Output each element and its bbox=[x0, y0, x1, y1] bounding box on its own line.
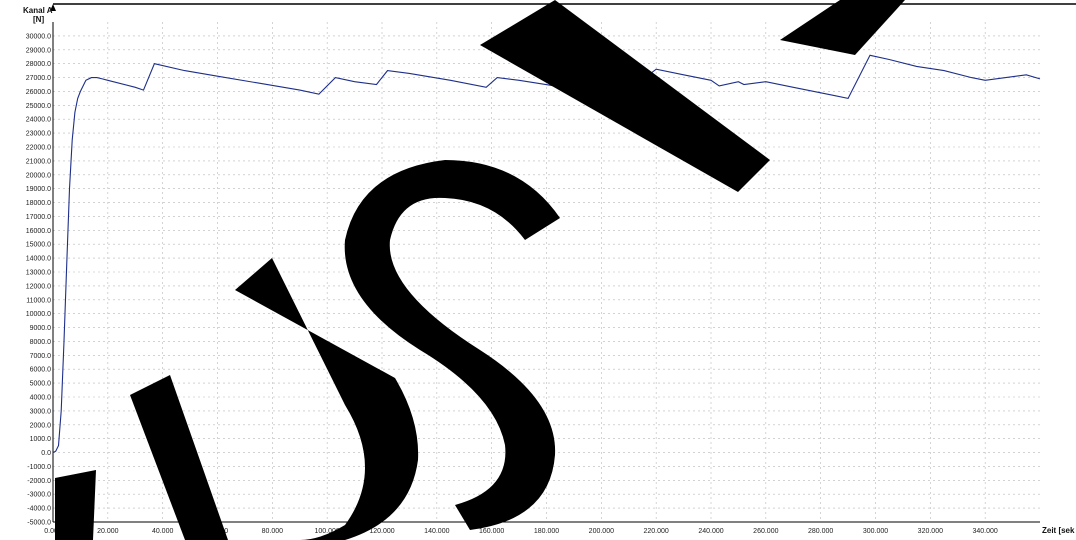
watermark-stroke bbox=[780, 0, 905, 55]
y-tick-label: 14000.0 bbox=[26, 256, 51, 263]
x-tick-label: 0.000 bbox=[44, 528, 62, 535]
y-tick-label: 1000.0 bbox=[30, 436, 52, 443]
y-tick-label: 20000.0 bbox=[26, 172, 51, 179]
x-tick-label: 320.000 bbox=[918, 528, 943, 535]
y-tick-label: 6000.0 bbox=[30, 367, 52, 374]
x-tick-label: 280.000 bbox=[808, 528, 833, 535]
x-tick-label: 180.000 bbox=[534, 528, 559, 535]
x-tick-label: 260.000 bbox=[753, 528, 778, 535]
x-axis-title: Zeit [sek bbox=[1042, 526, 1075, 535]
y-tick-label: 18000.0 bbox=[26, 200, 51, 207]
y-tick-labels: 30000.0 29000.0 28000.0 27000.0 26000.0 25000… bbox=[26, 33, 51, 526]
watermark-overlay bbox=[55, 0, 905, 540]
y-tick-label: 9000.0 bbox=[30, 325, 52, 332]
y-tick-label: 12000.0 bbox=[26, 283, 51, 290]
x-tick-label: 20.000 bbox=[97, 528, 119, 535]
y-tick-label: 27000.0 bbox=[26, 75, 51, 82]
y-tick-label: 8000.0 bbox=[30, 339, 52, 346]
x-tick-label: 240.000 bbox=[698, 528, 723, 535]
y-tick-label: 5000.0 bbox=[30, 381, 52, 388]
y-axis-title: Kanal A bbox=[23, 6, 53, 15]
y-tick-label: 23000.0 bbox=[26, 131, 51, 138]
y-tick-label: 3000.0 bbox=[30, 408, 52, 415]
watermark-stroke bbox=[235, 258, 419, 540]
y-tick-label: 22000.0 bbox=[26, 145, 51, 152]
x-tick-label: 80.000 bbox=[262, 528, 284, 535]
y-tick-label: 29000.0 bbox=[26, 47, 51, 54]
y-tick-label: 19000.0 bbox=[26, 186, 51, 193]
y-axis-unit: [N] bbox=[33, 15, 44, 24]
x-tick-label: 220.000 bbox=[644, 528, 669, 535]
series-line bbox=[52, 54, 1041, 454]
y-tick-label: 13000.0 bbox=[26, 270, 51, 277]
y-tick-label: 30000.0 bbox=[26, 33, 51, 40]
y-tick-label: 15000.0 bbox=[26, 242, 51, 249]
watermark-stroke bbox=[480, 0, 770, 192]
y-tick-label: -4000.0 bbox=[27, 506, 51, 513]
watermark-stroke bbox=[344, 160, 560, 530]
y-tick-label: 2000.0 bbox=[30, 422, 52, 429]
x-tick-label: 300.000 bbox=[863, 528, 888, 535]
y-tick-label: 10000.0 bbox=[26, 311, 51, 318]
watermark-stroke bbox=[55, 470, 96, 540]
x-tick-label: 140.000 bbox=[424, 528, 449, 535]
y-tick-label: 17000.0 bbox=[26, 214, 51, 221]
x-tick-label: 200.000 bbox=[589, 528, 614, 535]
y-tick-label: 16000.0 bbox=[26, 228, 51, 235]
y-tick-label: 7000.0 bbox=[30, 353, 52, 360]
y-tick-label: 0.0 bbox=[41, 450, 51, 457]
y-tick-label: 11000.0 bbox=[26, 297, 51, 304]
series-group bbox=[52, 54, 1041, 454]
x-tick-label: 100.000 bbox=[315, 528, 340, 535]
x-tick-label: 40.000 bbox=[152, 528, 174, 535]
y-tick-label: 28000.0 bbox=[26, 61, 51, 68]
y-tick-label: -3000.0 bbox=[27, 492, 51, 499]
x-tick-label: 160.000 bbox=[479, 528, 504, 535]
y-tick-label: -5000.0 bbox=[27, 520, 51, 527]
x-tick-label: 340.000 bbox=[973, 528, 998, 535]
y-tick-label: 21000.0 bbox=[26, 158, 51, 165]
y-tick-label: -1000.0 bbox=[27, 464, 51, 471]
watermark-stroke bbox=[130, 375, 228, 540]
y-tick-label: 4000.0 bbox=[30, 395, 52, 402]
y-tick-label: 26000.0 bbox=[26, 89, 51, 96]
y-tick-label: 24000.0 bbox=[26, 117, 51, 124]
y-tick-label: -2000.0 bbox=[27, 478, 51, 485]
y-axis-arrow-icon bbox=[50, 4, 56, 11]
x-tick-label: 120.000 bbox=[369, 528, 394, 535]
y-tick-label: 25000.0 bbox=[26, 103, 51, 110]
